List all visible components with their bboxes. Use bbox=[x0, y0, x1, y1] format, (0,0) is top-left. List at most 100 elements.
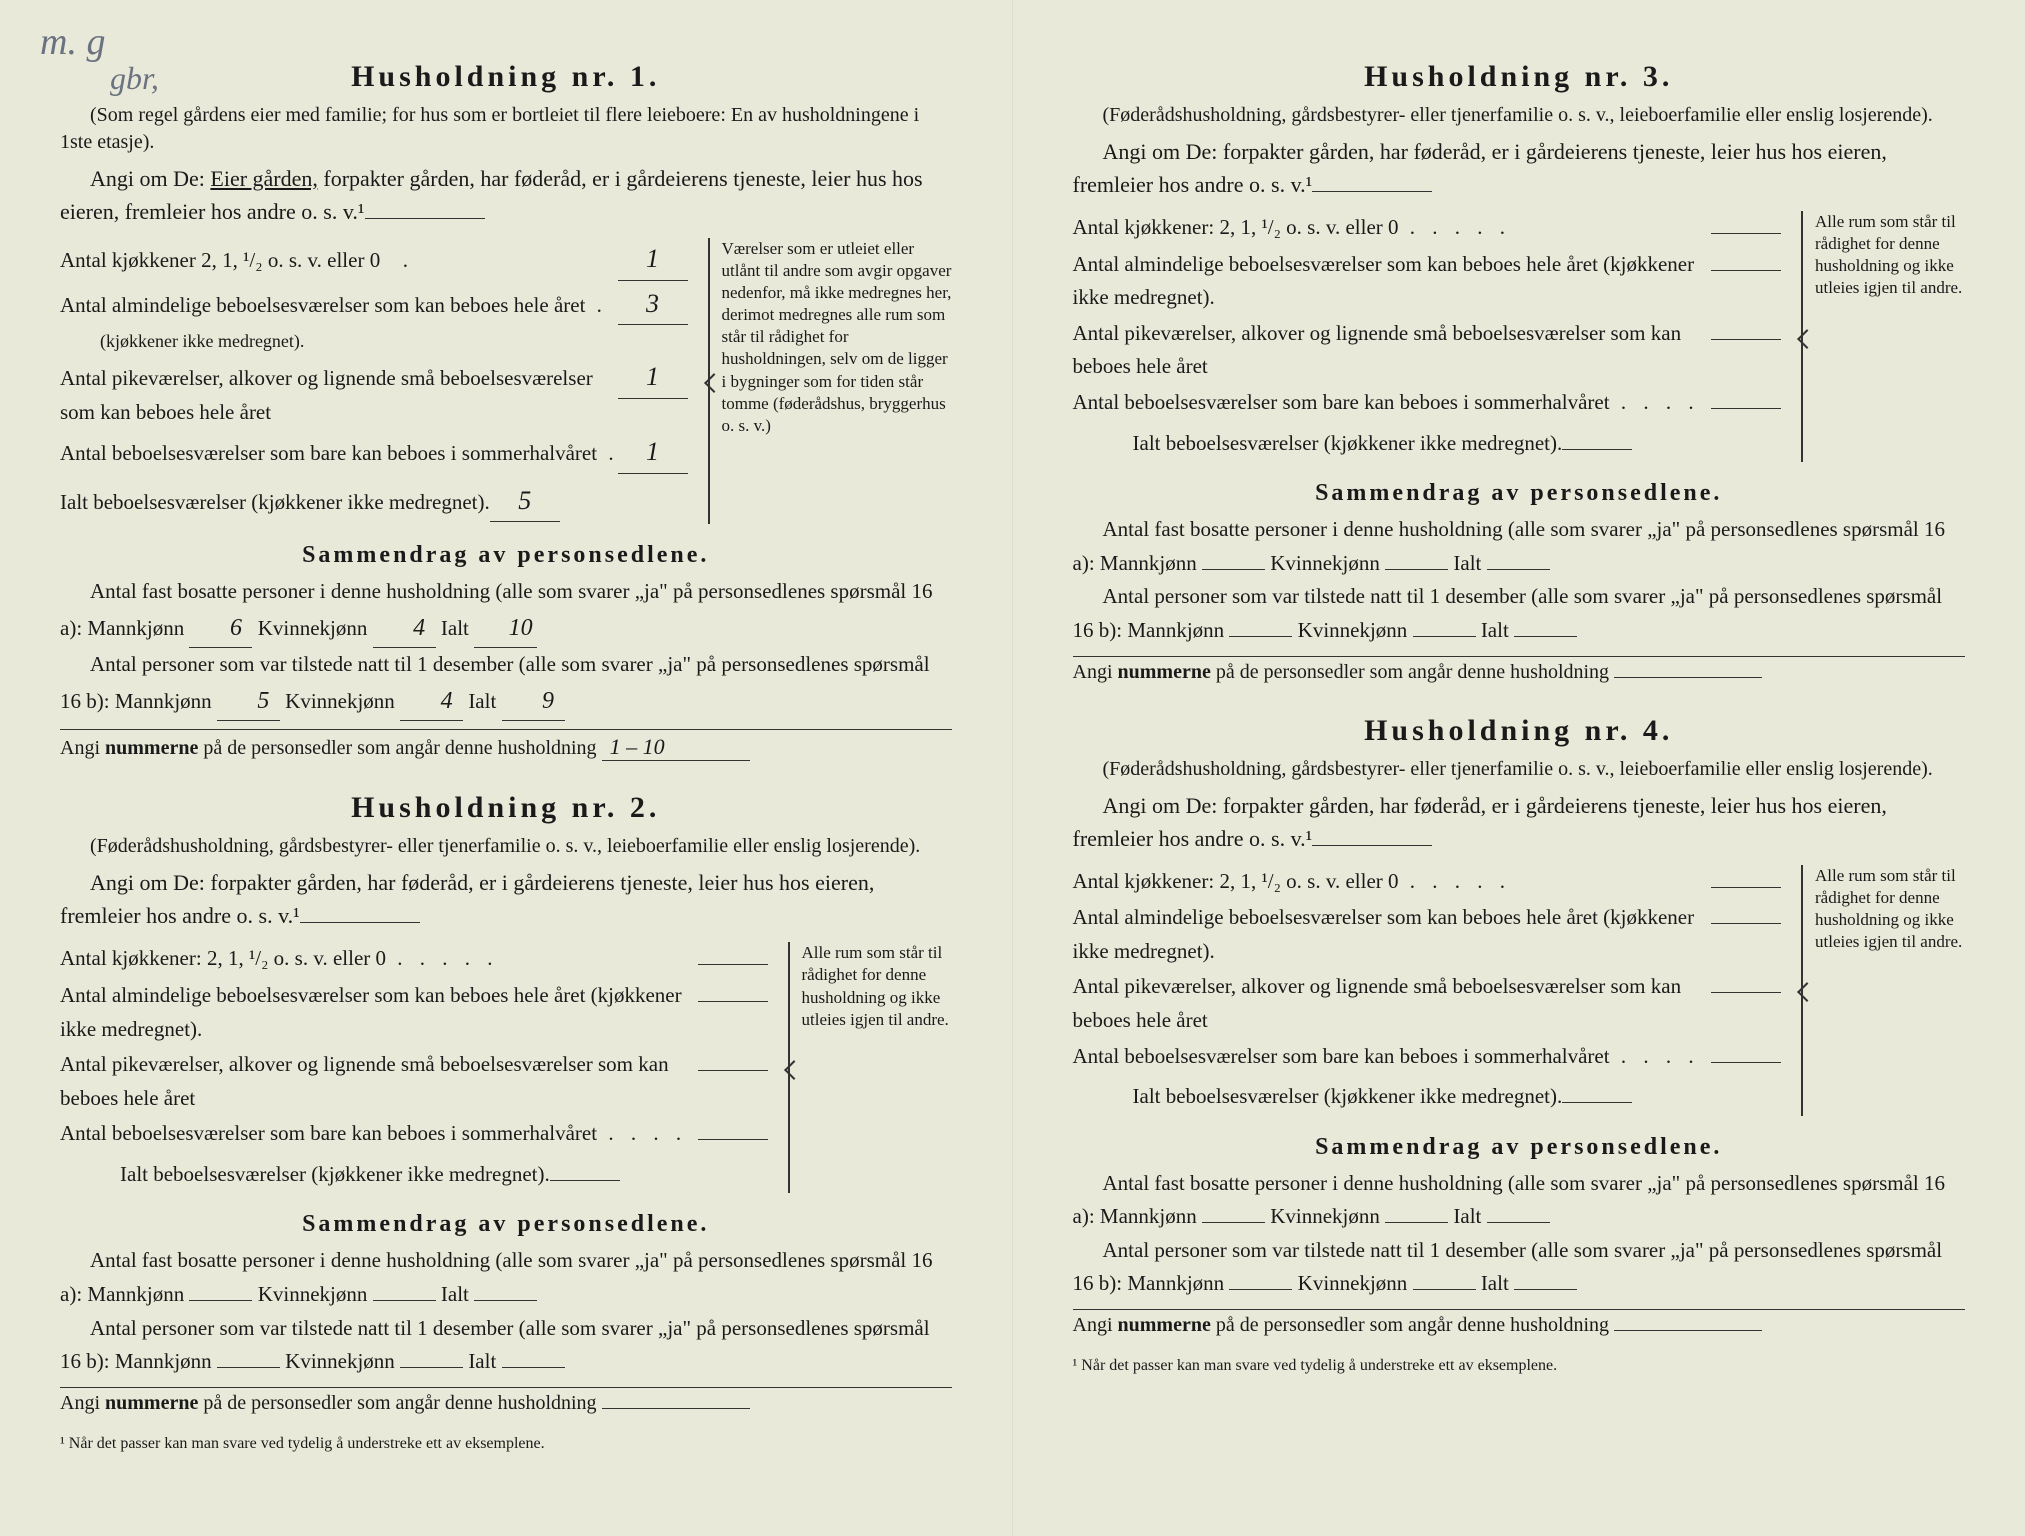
sum1-m bbox=[189, 1300, 252, 1301]
h2-kitchen-row: Antal kjøkkener: 2, 1, ¹/₂ o. s. v. elle… bbox=[60, 942, 768, 977]
handwritten-gbr: gbr, bbox=[110, 60, 159, 97]
rooms-val bbox=[1711, 923, 1781, 924]
angi-num-val bbox=[1614, 677, 1762, 678]
h3-sum2: Antal personer som var tilstede natt til… bbox=[1073, 580, 1966, 647]
right-page: Husholdning nr. 3. (Føderådshusholdning,… bbox=[1013, 0, 2025, 1536]
sum2-k: 4 bbox=[400, 682, 463, 721]
h4-sum1: Antal fast bosatte personer i denne hush… bbox=[1073, 1167, 1966, 1234]
angi-num-val bbox=[1614, 1330, 1762, 1331]
sum1-pre: Antal fast bosatte personer i denne hush… bbox=[1073, 1171, 1946, 1229]
handwritten-mg: m. g bbox=[40, 20, 105, 64]
h2-summer-row: Antal beboelsesværelser som bare kan beb… bbox=[60, 1117, 768, 1152]
angi-pre: Angi om De: bbox=[90, 870, 205, 895]
rooms-label: Antal almindelige beboelsesværelser som … bbox=[60, 289, 585, 323]
h1-ialt-row: Ialt beboelsesværelser (kjøkkener ikke m… bbox=[60, 480, 688, 523]
sum2-i bbox=[1514, 1289, 1577, 1290]
summer-val: 1 bbox=[618, 431, 688, 474]
h4-summer-row: Antal beboelsesværelser som bare kan beb… bbox=[1073, 1040, 1782, 1075]
h2-rows-left: Antal kjøkkener: 2, 1, ¹/₂ o. s. v. elle… bbox=[60, 942, 768, 1193]
h1-subtitle: (Som regel gårdens eier med familie; for… bbox=[60, 102, 952, 156]
h2-title: Husholdning nr. 2. bbox=[60, 791, 952, 825]
h4-sidenote: Alle rum som står til rådighet for denne… bbox=[1801, 865, 1965, 1116]
sum2-i bbox=[502, 1367, 565, 1368]
pike-label: Antal pikeværelser, alkover og lignende … bbox=[60, 1048, 698, 1115]
dots: . bbox=[380, 244, 617, 279]
sum1-il: Ialt bbox=[441, 616, 469, 640]
dots: . . . . . bbox=[1399, 865, 1711, 900]
h1-angi: Angi om De: Eier gården, forpakter gårde… bbox=[60, 162, 952, 228]
footnote-right: ¹ Når det passer kan man svare ved tydel… bbox=[1073, 1357, 1966, 1375]
h3-angi-num: Angi nummerne på de personsedler som ang… bbox=[1073, 656, 1966, 684]
kitchen-val: 1 bbox=[618, 238, 688, 281]
kitchen-val bbox=[1711, 233, 1781, 234]
kitchen-label: Antal kjøkkener: 2, 1, ¹/₂ o. s. v. elle… bbox=[1073, 865, 1399, 899]
angi-blank bbox=[1312, 191, 1432, 192]
h2-sum2: Antal personer som var tilstede natt til… bbox=[60, 1312, 952, 1379]
h4-kitchen-row: Antal kjøkkener: 2, 1, ¹/₂ o. s. v. elle… bbox=[1073, 865, 1782, 900]
h1-sum2: Antal personer som var tilstede natt til… bbox=[60, 648, 952, 721]
h2-sum1: Antal fast bosatte personer i denne hush… bbox=[60, 1244, 952, 1311]
left-page: m. g gbr, Husholdning nr. 1. (Som regel … bbox=[0, 0, 1013, 1536]
pike-label: Antal pikeværelser, alkover og lignende … bbox=[1073, 317, 1712, 384]
pike-val: 1 bbox=[618, 356, 688, 399]
h3-kitchen-row: Antal kjøkkener: 2, 1, ¹/₂ o. s. v. elle… bbox=[1073, 211, 1782, 246]
sum1-i bbox=[1487, 1222, 1550, 1223]
sum2-k bbox=[1413, 636, 1476, 637]
sum1-kl: Kvinnekjønn bbox=[258, 1282, 368, 1306]
sum1-i bbox=[1487, 569, 1550, 570]
summer-val bbox=[698, 1139, 768, 1140]
sum2-kl: Kvinnekjønn bbox=[1298, 1271, 1408, 1295]
sum1-m: 6 bbox=[189, 609, 252, 648]
sum1-m bbox=[1202, 569, 1265, 570]
pike-val bbox=[1711, 339, 1781, 340]
summer-label: Antal beboelsesværelser som bare kan beb… bbox=[1073, 1040, 1610, 1074]
sum2-i bbox=[1514, 636, 1577, 637]
footnote-left: ¹ Når det passer kan man svare ved tydel… bbox=[60, 1435, 952, 1453]
dots: . . . . . . . . . . . . . . . bbox=[597, 1117, 697, 1152]
ialt-val: 5 bbox=[490, 480, 560, 523]
sum1-k: 4 bbox=[373, 609, 436, 648]
rooms-label: Antal almindelige beboelsesværelser som … bbox=[60, 979, 698, 1046]
rooms-val bbox=[698, 1001, 768, 1002]
h2-sammen: Sammendrag av personsedlene. bbox=[60, 1211, 952, 1238]
h3-pike-row: Antal pikeværelser, alkover og lignende … bbox=[1073, 317, 1782, 384]
h3-summer-row: Antal beboelsesværelser som bare kan beb… bbox=[1073, 386, 1782, 421]
sum2-m: 5 bbox=[217, 682, 280, 721]
h1-angi-num: Angi nummerne på de personsedler som ang… bbox=[60, 729, 952, 761]
ialt-label: Ialt beboelsesværelser (kjøkkener ikke m… bbox=[60, 486, 490, 520]
dots: . . . . . bbox=[1399, 211, 1711, 246]
dots: . . . . . . . . . . . . . . . bbox=[1610, 386, 1711, 421]
ialt-val bbox=[1562, 449, 1632, 450]
angi-num-val bbox=[602, 1408, 750, 1409]
rooms-label: Antal almindelige beboelsesværelser som … bbox=[1073, 901, 1712, 968]
angi-blank bbox=[300, 922, 420, 923]
ialt-val bbox=[550, 1180, 620, 1181]
sum1-m bbox=[1202, 1222, 1265, 1223]
sum2-kl: Kvinnekjønn bbox=[285, 1349, 395, 1373]
angi-num-label: Angi nummerne på de personsedler som ang… bbox=[1073, 661, 1610, 683]
angi-num-label: Angi nummerne på de personsedler som ang… bbox=[60, 737, 597, 759]
kitchen-label: Antal kjøkkener: 2, 1, ¹/₂ o. s. v. elle… bbox=[1073, 211, 1399, 245]
h4-rows-left: Antal kjøkkener: 2, 1, ¹/₂ o. s. v. elle… bbox=[1073, 865, 1782, 1116]
summer-val bbox=[1711, 1062, 1781, 1063]
h3-title: Husholdning nr. 3. bbox=[1073, 60, 1966, 94]
h3-sidenote: Alle rum som står til rådighet for denne… bbox=[1801, 211, 1965, 462]
h4-angi-num: Angi nummerne på de personsedler som ang… bbox=[1073, 1309, 1966, 1337]
pike-val bbox=[698, 1070, 768, 1071]
ialt-label: Ialt beboelsesværelser (kjøkkener ikke m… bbox=[1073, 1080, 1563, 1114]
h1-pike-row: Antal pikeværelser, alkover og lignende … bbox=[60, 356, 688, 429]
h1-rooms-row: Antal almindelige beboelsesværelser som … bbox=[60, 283, 688, 326]
h3-ialt-row: Ialt beboelsesværelser (kjøkkener ikke m… bbox=[1073, 427, 1782, 461]
summer-val bbox=[1711, 408, 1781, 409]
sum2-i: 9 bbox=[502, 682, 565, 721]
h3-sum1: Antal fast bosatte personer i denne hush… bbox=[1073, 513, 1966, 580]
dots: . . . . . . . . . . . . . . . bbox=[1610, 1040, 1711, 1075]
sum1-il: Ialt bbox=[441, 1282, 469, 1306]
angi-pre: Angi om De: bbox=[90, 166, 205, 191]
h2-angi: Angi om De: forpakter gården, har føderå… bbox=[60, 866, 952, 932]
sum2-il: Ialt bbox=[1481, 618, 1509, 642]
sum1-k bbox=[373, 1300, 436, 1301]
h3-rows: Antal kjøkkener: 2, 1, ¹/₂ o. s. v. elle… bbox=[1073, 211, 1966, 462]
h1-sum1: Antal fast bosatte personer i denne hush… bbox=[60, 575, 952, 648]
h1-rows: Antal kjøkkener 2, 1, ¹/₂ o. s. v. eller… bbox=[60, 238, 952, 524]
